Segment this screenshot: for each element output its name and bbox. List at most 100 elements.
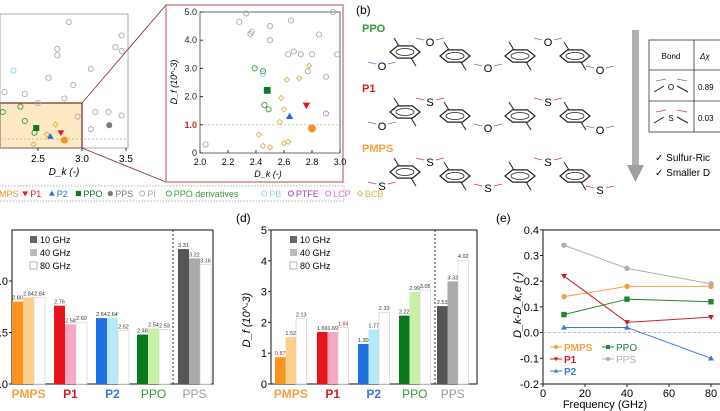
legend-swatch-10ghz <box>290 236 297 243</box>
legend-marker-p2 <box>553 368 559 373</box>
data-point-pi <box>118 47 125 54</box>
x-tick-label: 3.0 <box>75 154 89 165</box>
data-point-pi <box>118 32 125 39</box>
data-point-ppo <box>561 311 567 318</box>
bar-value-label: 2.52 <box>118 324 129 330</box>
y-tick-label: 4 <box>261 256 267 268</box>
legend-label-ppo: PPO <box>83 189 102 199</box>
data-point-ppo-derivatives <box>265 106 272 113</box>
benzene-ring <box>389 105 421 119</box>
bond-dipole-arrow <box>553 157 563 161</box>
bond-sketch <box>676 116 689 124</box>
bar-pps-40ghz <box>189 258 200 384</box>
table-delta-chi-value: 0.89 <box>698 83 714 92</box>
bond-dipole-arrow <box>585 125 595 129</box>
y-tick-label: 3.0 <box>0 276 8 288</box>
data-point-ppo-derivatives <box>17 103 24 110</box>
x-tick-label: 2.6 <box>278 157 291 167</box>
bar-value-label: 2.48 <box>137 329 148 335</box>
data-point-p1 <box>561 273 567 280</box>
data-point-pi <box>1 89 8 96</box>
legend-marker-pmps <box>554 345 558 349</box>
category-label-p2: P2 <box>105 387 120 401</box>
chain-label-pmps: PMPS <box>362 143 393 155</box>
data-point-bcb <box>43 131 51 138</box>
y-tick-label: 0.0 <box>524 328 539 340</box>
bond-dipole-arrow <box>415 97 425 101</box>
bar-pmps-40ghz <box>23 297 34 384</box>
benzene-ring <box>504 109 536 123</box>
methyl-bond <box>410 117 417 127</box>
bar-value-label: 2.80 <box>12 296 23 302</box>
bond-dipole-arrow <box>415 157 425 161</box>
bar-pmps-40ghz <box>285 337 296 384</box>
y-tick-label: 0 <box>261 379 267 391</box>
legend-label-pmps: PMPS <box>0 189 19 199</box>
bar-value-label: 2.84 <box>34 291 45 297</box>
bar-value-label: 2.60 <box>76 316 87 322</box>
methyl-bond <box>508 41 515 51</box>
legend-label-ptfe: PTFE <box>296 189 319 199</box>
bar-p2-10ghz <box>96 318 107 384</box>
data-point-pi <box>105 108 112 116</box>
category-label-pmps: PMPS <box>11 387 45 401</box>
y-tick-label: -0.2 <box>520 379 539 391</box>
data-point-ppo <box>708 299 714 305</box>
methyl-bond <box>580 61 587 71</box>
data-point-pi <box>315 31 323 38</box>
table-header-delta-chi: Δχ <box>699 52 710 61</box>
bar-value-label: 1.69 <box>317 326 328 332</box>
series-line-pmps <box>563 285 711 298</box>
data-point-bcb <box>305 62 313 69</box>
y-tick-label: 4.0 <box>184 35 197 45</box>
linker-atom-sulfur: S <box>426 97 433 109</box>
panel-a-inset: 2.0 2.2 2.4 2.6 2.8 3.0 0 1.0 2.0 3.0 4.0 5.0 D_k (-… <box>165 4 346 183</box>
table-delta-chi-value: 0.03 <box>698 114 714 123</box>
bar-p2-40ghz <box>107 318 118 384</box>
methyl-bond <box>508 101 515 111</box>
bar-value-label: 4.02 <box>458 254 469 260</box>
bond-table <box>648 39 720 133</box>
methyl-bond <box>393 37 400 47</box>
data-point-pi <box>118 112 125 119</box>
bar-p1-10ghz <box>317 331 328 384</box>
linker-atom-oxygen: O <box>484 63 493 75</box>
x-tick-label: 2.4 <box>250 157 263 167</box>
data-point-pps <box>106 122 113 129</box>
legend-label-ppo-derivatives: PPO derivatives <box>174 189 239 199</box>
bond-dipole-arrow <box>493 123 503 127</box>
data-point-bcb <box>276 118 284 126</box>
methyl-bond <box>460 181 467 191</box>
data-point-ppo-derivatives <box>259 68 267 75</box>
linker-atom-oxygen: O <box>426 37 435 49</box>
bond-dipole-arrow <box>435 97 445 101</box>
data-point-bcb <box>284 138 292 145</box>
benzene-ring <box>504 49 536 63</box>
ring-bond <box>510 52 530 60</box>
trend-arrow-head <box>627 165 644 182</box>
y-axis-label: D_k-D_k,e (-) <box>512 272 524 338</box>
category-label-pps: PPS <box>182 387 206 401</box>
y-tick-label: 5 <box>261 225 267 237</box>
bond-dipole-arrow <box>367 61 377 65</box>
methyl-bond <box>443 41 450 51</box>
data-point-p2 <box>47 133 54 139</box>
bar-value-label: 2.76 <box>54 300 65 306</box>
trend-arrow-shaft <box>632 30 639 165</box>
data-point-lcp <box>322 110 330 117</box>
data-point-pi <box>243 10 250 17</box>
legend-label-pb: PB <box>269 189 281 199</box>
data-point-pi <box>92 108 99 116</box>
legend-marker-p1 <box>553 357 559 362</box>
data-point-pi <box>112 44 119 51</box>
ring-bond <box>395 108 415 116</box>
bond-dipole-arrow <box>387 61 397 65</box>
bond-dipole-arrow <box>676 78 688 82</box>
category-label-ppo: PPO <box>402 387 427 401</box>
data-point-pi <box>65 18 72 26</box>
bond-sketch <box>676 85 689 93</box>
x-axis-label: D_k (-) <box>49 167 80 178</box>
data-point-pb <box>10 67 17 74</box>
y-tick-label: 3.0 <box>184 63 197 73</box>
methyl-bond <box>443 101 450 111</box>
